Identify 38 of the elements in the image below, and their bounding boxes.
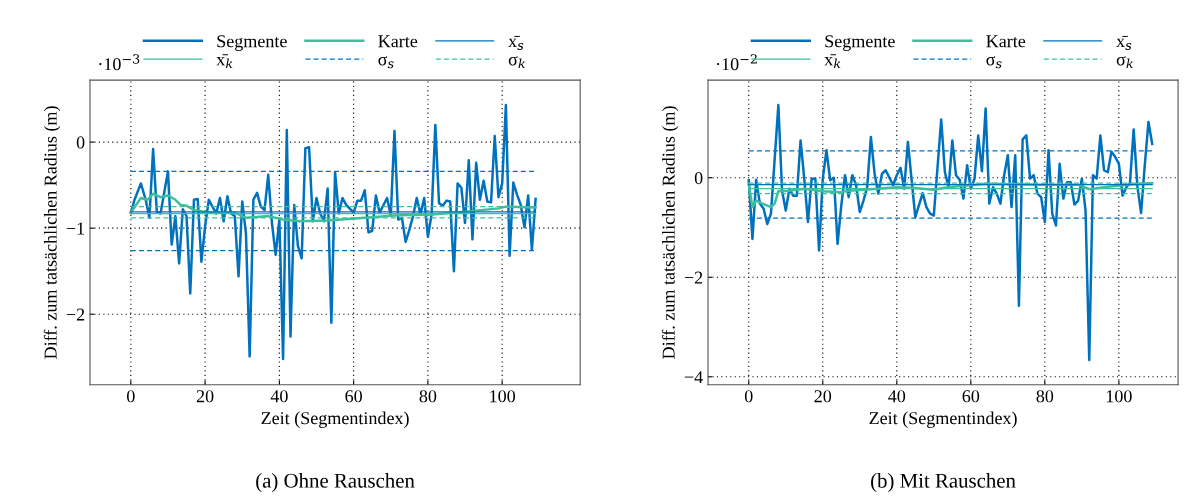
legend-label: x̄$_{k}$ xyxy=(824,54,841,69)
x-tick-label: 20 xyxy=(814,390,832,403)
text: (b) Mit Rauschen xyxy=(871,473,1016,492)
x-tick-label: 0 xyxy=(127,390,135,403)
legend-label: x̄$_{s}$ xyxy=(508,35,524,50)
legend-label: Segmente xyxy=(825,35,895,52)
x-axis-title: Zeit (Segmentindex) xyxy=(869,411,1017,428)
y-tick-label: −4 xyxy=(684,371,703,384)
x-tick-label: 20 xyxy=(196,390,214,403)
legend-label: Karte xyxy=(986,35,1026,48)
y-tick-label: −2 xyxy=(66,308,85,321)
legend-label: Karte xyxy=(378,35,418,48)
x-tick-label: 60 xyxy=(962,390,980,403)
legend-label: σ$_{s}$ xyxy=(378,56,394,69)
y-axis-title: Diff. zum tatsächlichen Radius (m) xyxy=(661,106,679,359)
legend-label: x̄$_{s}$ xyxy=(1116,35,1132,50)
y-tick-label: 0 xyxy=(76,136,85,149)
legend-label: σ$_{k}$ xyxy=(1116,56,1133,69)
y-tick-label: 0 xyxy=(694,171,703,185)
y-axis-title: Diff. zum tatsächlichen Radius (m) xyxy=(43,106,61,359)
legend-label: Segmente xyxy=(217,35,287,52)
y-tick-label: −1 xyxy=(66,222,85,235)
text: (a) Ohne Rauschen xyxy=(256,473,415,492)
x-tick-label: 80 xyxy=(419,390,437,403)
legend-label: x̄$_{k}$ xyxy=(216,54,233,69)
x-tick-label: 100 xyxy=(490,390,516,403)
x-tick-label: 80 xyxy=(1036,390,1054,403)
legend-label: σ$_{s}$ xyxy=(986,56,1002,69)
x-tick-label: 0 xyxy=(744,390,753,403)
x-axis-title: Zeit (Segmentindex) xyxy=(261,411,409,428)
text: ·10$^{−2}$ xyxy=(717,54,757,71)
x-tick-label: 40 xyxy=(888,390,906,403)
text: ·10$^{−3}$ xyxy=(99,54,140,71)
y-tick-label: −2 xyxy=(684,271,703,284)
x-tick-label: 40 xyxy=(270,390,288,403)
legend-label: σ$_{k}$ xyxy=(508,56,525,69)
x-tick-label: 60 xyxy=(345,390,362,403)
x-tick-label: 100 xyxy=(1106,390,1132,403)
